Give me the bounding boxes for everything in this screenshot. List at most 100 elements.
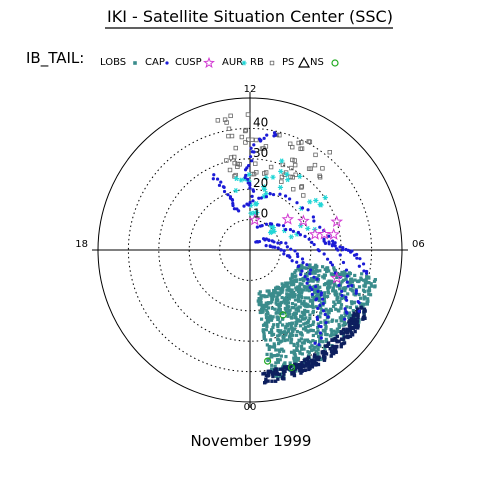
lobs-point [285,307,290,311]
cap-point [272,240,276,244]
lobs-point [276,325,280,329]
rb-point [229,133,235,139]
aur-point [277,184,284,190]
lobs-point [335,298,339,302]
lobs-point [322,357,326,361]
lobs-point [342,294,346,298]
cap-point [271,192,276,197]
lobs-point [333,302,337,306]
lobs-point [306,359,310,364]
lobs-point [353,329,357,334]
lobs-point [310,364,314,368]
aur-point [241,60,247,66]
aur-point [318,202,324,208]
lobs-point [264,321,268,325]
lobs-point [295,278,299,282]
rb-point [224,158,229,163]
cap-point [246,177,250,181]
lobs-point [277,372,282,377]
cap-point [346,248,350,252]
cap-point [298,233,302,237]
cap-point [333,244,337,248]
lobs-point [311,320,316,324]
cusp-point [330,271,344,284]
lobs-point [296,266,300,271]
lobs-point [359,276,363,280]
rb-point [269,60,275,66]
lobs-point [361,288,366,292]
rb-point [289,165,294,171]
lobs-point [284,299,288,304]
lobs-point [264,328,269,332]
lobs-point [289,341,293,345]
rb-point [243,127,249,133]
aur-point [305,225,311,232]
lobs-point [289,283,293,287]
lobs-point [318,305,323,309]
lobs-point [267,306,271,310]
lobs-point [285,338,290,342]
lobs-point [267,373,271,377]
angular-tick-label: 18 [75,239,88,250]
cap-point [315,277,319,281]
lobs-point [306,339,310,344]
rb-point [308,166,314,171]
lobs-point [323,291,327,295]
lobs-point [334,338,338,342]
cap-point [318,225,322,229]
cap-point [340,293,344,298]
lobs-point [298,319,303,323]
rb-point [291,186,296,192]
lobs-point [348,328,353,332]
lobs-point [280,282,284,286]
lobs-point [310,300,315,305]
legend-swatch [241,60,247,66]
rb-point [239,134,245,140]
lobs-point [337,339,341,343]
lobs-point [291,329,295,333]
lobs-point [334,350,338,354]
cap-point [260,224,264,228]
lobs-point [299,337,303,341]
lobs-point [304,328,308,332]
lobs-point [268,317,272,322]
cap-point [318,331,323,335]
lobs-point [288,361,292,365]
cusp-point [203,56,215,69]
lobs-point [364,281,368,285]
lobs-point [289,337,294,341]
lobs-point [314,305,318,309]
cap-point [345,274,350,278]
lobs-point [298,299,303,303]
cap-point [308,272,312,276]
rb-point [226,133,231,139]
lobs-point [340,296,344,301]
lobs-point [320,308,324,312]
cap-point [296,230,301,235]
lobs-point [278,320,282,324]
lobs-point [323,295,327,299]
lobs-point [265,343,269,347]
cap-point [357,264,361,268]
lobs-point [258,290,262,294]
lobs-point [298,282,302,286]
cap-point [343,317,347,321]
cap-point [323,312,327,317]
cap-point [312,219,316,223]
lobs-point [319,339,323,343]
rb-point [320,166,325,171]
cap-point [226,193,230,197]
rb-point [299,185,304,190]
lobs-point [347,313,351,317]
lobs-point [362,278,366,282]
lobs-point [341,337,346,341]
lobs-point [327,309,331,313]
lobs-point [311,303,315,308]
lobs-point [367,289,372,293]
lobs-point [300,347,304,351]
rb-point [292,158,297,163]
lobs-point [324,332,328,337]
rb-point [299,140,304,145]
aur-point [263,191,269,197]
lobs-point [300,296,304,300]
